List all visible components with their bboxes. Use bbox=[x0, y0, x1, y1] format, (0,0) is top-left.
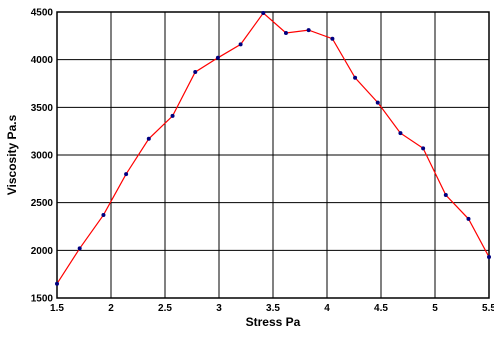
data-point bbox=[101, 213, 106, 218]
data-point bbox=[353, 75, 358, 80]
x-tick-label: 3 bbox=[216, 303, 222, 314]
x-tick-label: 1.5 bbox=[50, 303, 64, 314]
x-axis-ticks: 1.5 2 2.5 3 3.5 4 4.5 5 5.5 bbox=[50, 303, 494, 314]
data-point bbox=[55, 281, 59, 286]
x-tick-label: 5 bbox=[432, 303, 438, 314]
series-line-0 bbox=[56, 12, 490, 285]
data-point bbox=[193, 70, 198, 75]
data-point bbox=[238, 42, 243, 47]
data-point bbox=[283, 30, 288, 35]
x-tick-label: 2.5 bbox=[158, 303, 172, 314]
grid bbox=[56, 11, 490, 299]
data-point bbox=[330, 36, 335, 41]
y-tick-label: 3500 bbox=[31, 103, 54, 114]
data-point bbox=[398, 131, 403, 136]
y-tick-label: 3000 bbox=[31, 151, 54, 162]
x-tick-label: 4 bbox=[324, 303, 330, 314]
data-point bbox=[466, 216, 471, 221]
x-tick-label: 2 bbox=[108, 303, 114, 314]
data-point bbox=[170, 113, 175, 118]
data-point bbox=[146, 136, 151, 141]
data-point bbox=[124, 172, 129, 177]
data-point bbox=[443, 193, 448, 198]
plot-frame bbox=[56, 11, 490, 299]
x-tick-label: 5.5 bbox=[482, 303, 494, 314]
data-point bbox=[261, 10, 266, 15]
data-point bbox=[421, 146, 426, 151]
y-axis-title: Viscosity Pa.s bbox=[5, 114, 19, 195]
data-point bbox=[487, 255, 491, 260]
y-tick-label: 1500 bbox=[31, 294, 54, 305]
x-axis-title: Stress Pa bbox=[246, 315, 301, 329]
y-tick-label: 4000 bbox=[31, 55, 54, 66]
x-tick-label: 4.5 bbox=[374, 303, 388, 314]
y-axis-ticks: 1500 2000 2500 3000 3500 4000 4500 bbox=[31, 8, 54, 305]
data-point bbox=[77, 246, 82, 251]
data-point bbox=[375, 100, 380, 105]
y-tick-label: 2000 bbox=[31, 246, 54, 257]
y-tick-label: 2500 bbox=[31, 198, 54, 209]
data-point bbox=[215, 55, 220, 60]
x-tick-label: 3.5 bbox=[266, 303, 280, 314]
y-tick-label: 4500 bbox=[31, 8, 54, 19]
series bbox=[55, 10, 491, 286]
data-point bbox=[306, 28, 311, 33]
